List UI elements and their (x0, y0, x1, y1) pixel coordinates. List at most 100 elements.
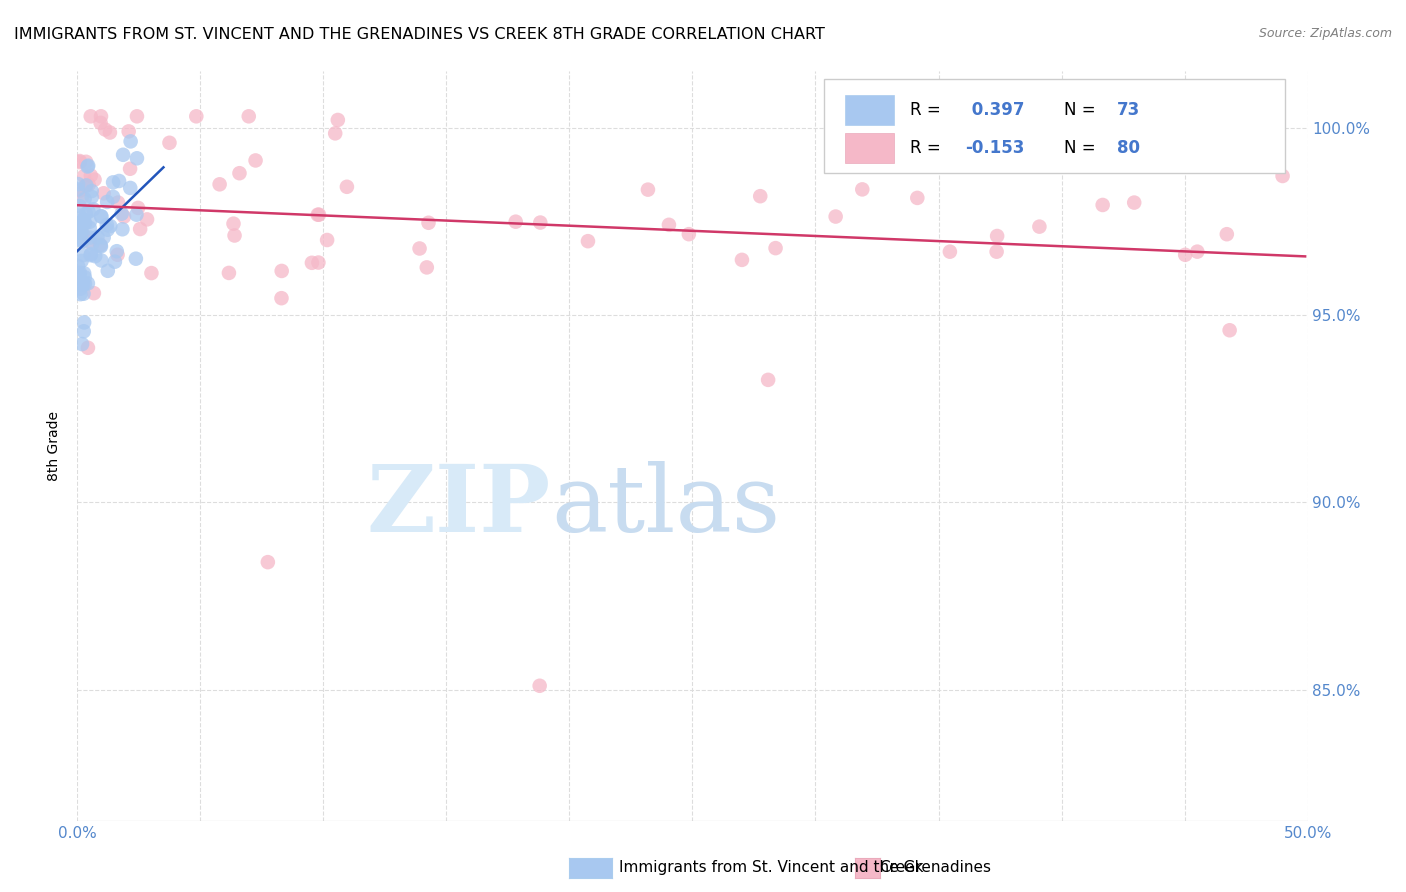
Point (270, 291, 292, 305)
Point (222, 217, 245, 231)
Point (851, 182, 873, 196)
Point (75, 178, 97, 193)
Point (70, 277, 93, 292)
Point (90, 253, 112, 268)
Text: ZIP: ZIP (367, 461, 551, 551)
Point (73, 277, 96, 291)
Point (69, 154, 91, 169)
Point (141, 266, 163, 280)
Point (90, 109, 112, 123)
Point (73, 315, 96, 329)
Point (228, 166, 250, 180)
Point (72, 235, 94, 249)
Point (270, 264, 292, 278)
Point (127, 201, 149, 215)
Point (529, 216, 551, 230)
Point (224, 228, 246, 243)
Point (77, 341, 100, 355)
Point (73, 266, 96, 280)
Point (80, 190, 103, 204)
Point (80, 184, 103, 198)
Point (418, 216, 440, 230)
Point (73, 213, 96, 227)
FancyBboxPatch shape (845, 133, 894, 163)
Point (136, 212, 159, 227)
Point (79, 221, 101, 235)
Point (70, 223, 93, 237)
Point (72, 248, 94, 262)
Point (576, 234, 599, 248)
Point (66, 216, 89, 230)
Point (118, 124, 141, 138)
Text: 0.397: 0.397 (966, 101, 1024, 119)
Point (79, 230, 101, 244)
Text: Creek: Creek (879, 860, 924, 874)
Point (1174, 248, 1197, 262)
Point (75, 207, 97, 221)
Point (186, 109, 208, 123)
Point (90, 210, 112, 224)
Point (986, 229, 1008, 244)
Point (505, 215, 527, 229)
Point (67, 259, 90, 273)
Point (323, 126, 346, 140)
Point (96, 218, 118, 232)
Point (69, 209, 91, 223)
Point (83, 172, 105, 186)
Point (77, 159, 100, 173)
Point (336, 179, 359, 194)
Y-axis label: 8th Grade: 8th Grade (48, 411, 62, 481)
Text: IMMIGRANTS FROM ST. VINCENT AND THE GRENADINES VS CREEK 8TH GRADE CORRELATION CH: IMMIGRANTS FROM ST. VINCENT AND THE GREN… (14, 27, 825, 42)
Point (72, 277, 94, 292)
Point (80, 109, 103, 123)
Point (756, 373, 779, 387)
Point (120, 181, 142, 195)
Point (70, 226, 93, 240)
Text: 80: 80 (1116, 139, 1140, 157)
Point (90, 116, 112, 130)
Point (824, 210, 846, 224)
Point (82, 202, 104, 217)
Point (90, 238, 112, 252)
Point (120, 161, 142, 176)
Point (307, 208, 329, 222)
Text: Source: ZipAtlas.com: Source: ZipAtlas.com (1258, 27, 1392, 40)
Point (408, 242, 430, 256)
Point (84, 249, 107, 263)
Point (70, 254, 93, 268)
Point (73, 324, 96, 338)
Point (529, 679, 551, 693)
Point (731, 252, 754, 267)
Point (208, 178, 231, 192)
FancyBboxPatch shape (845, 95, 894, 125)
Point (89, 237, 111, 252)
Text: R =: R = (910, 139, 946, 157)
Point (77, 235, 100, 249)
Point (90, 210, 112, 224)
Point (96, 194, 118, 209)
Point (75, 216, 97, 230)
Point (69, 155, 91, 169)
Point (218, 266, 240, 280)
Point (69, 282, 91, 296)
Point (79, 248, 101, 262)
Point (107, 195, 129, 210)
Point (125, 252, 148, 266)
Point (307, 255, 329, 269)
Point (83, 286, 105, 301)
Point (75, 178, 97, 193)
Point (97, 264, 120, 278)
Text: N =: N = (1064, 139, 1101, 157)
Point (1271, 169, 1294, 183)
Point (125, 109, 148, 123)
FancyBboxPatch shape (824, 78, 1285, 172)
Point (98, 219, 121, 233)
Point (101, 190, 124, 204)
Point (316, 233, 339, 247)
Point (75, 154, 97, 169)
Point (1216, 227, 1239, 242)
Point (238, 109, 260, 123)
Point (97, 223, 120, 237)
Point (111, 207, 134, 221)
Point (70, 234, 93, 248)
